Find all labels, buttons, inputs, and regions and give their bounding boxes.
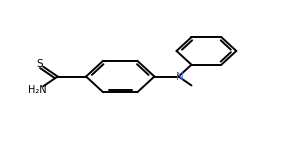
Text: S: S	[37, 59, 43, 69]
Text: H₂N: H₂N	[28, 85, 46, 95]
Text: N: N	[176, 71, 184, 82]
